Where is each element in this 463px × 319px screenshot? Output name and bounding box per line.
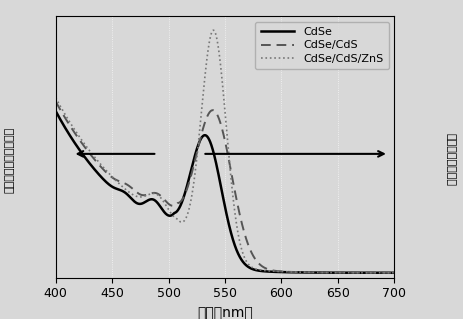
Line: CdSe/CdS: CdSe/CdS <box>56 101 394 273</box>
CdSe/CdS/ZnS <box>217 63 223 67</box>
CdSe/CdS/ZnS <box>319 271 325 274</box>
CdSe <box>53 109 58 113</box>
CdSe/CdS/ZnS <box>210 28 216 32</box>
CdSe/CdS/ZnS <box>70 125 75 129</box>
CdSe/CdS/ZnS <box>381 271 387 275</box>
CdSe <box>217 182 223 186</box>
Legend: CdSe, CdSe/CdS, CdSe/CdS/ZnS: CdSe, CdSe/CdS, CdSe/CdS/ZnS <box>255 21 388 69</box>
CdSe/CdS <box>70 128 75 132</box>
CdSe <box>391 271 396 275</box>
CdSe <box>381 271 386 275</box>
CdSe <box>208 143 214 147</box>
CdSe/CdS <box>391 271 396 275</box>
Line: CdSe/CdS/ZnS: CdSe/CdS/ZnS <box>56 30 394 273</box>
Line: CdSe: CdSe <box>56 111 394 273</box>
CdSe/CdS <box>53 100 58 103</box>
CdSe/CdS/ZnS <box>208 31 214 35</box>
CdSe/CdS/ZnS <box>391 271 396 275</box>
CdSe/CdS <box>208 109 214 113</box>
CdSe <box>381 271 387 275</box>
CdSe/CdS/ZnS <box>381 271 387 275</box>
CdSe <box>70 138 75 142</box>
Text: 荧光（任意单位）: 荧光（任意单位） <box>444 133 454 186</box>
CdSe/CdS <box>381 271 386 275</box>
CdSe/CdS <box>319 271 325 274</box>
CdSe/CdS <box>381 271 387 275</box>
X-axis label: 波长（nm）: 波长（nm） <box>197 306 252 319</box>
Text: 吸收系数（任意单位）: 吸收系数（任意单位） <box>4 126 14 193</box>
CdSe/CdS/ZnS <box>53 96 58 100</box>
CdSe <box>319 271 325 275</box>
CdSe/CdS <box>217 121 223 125</box>
